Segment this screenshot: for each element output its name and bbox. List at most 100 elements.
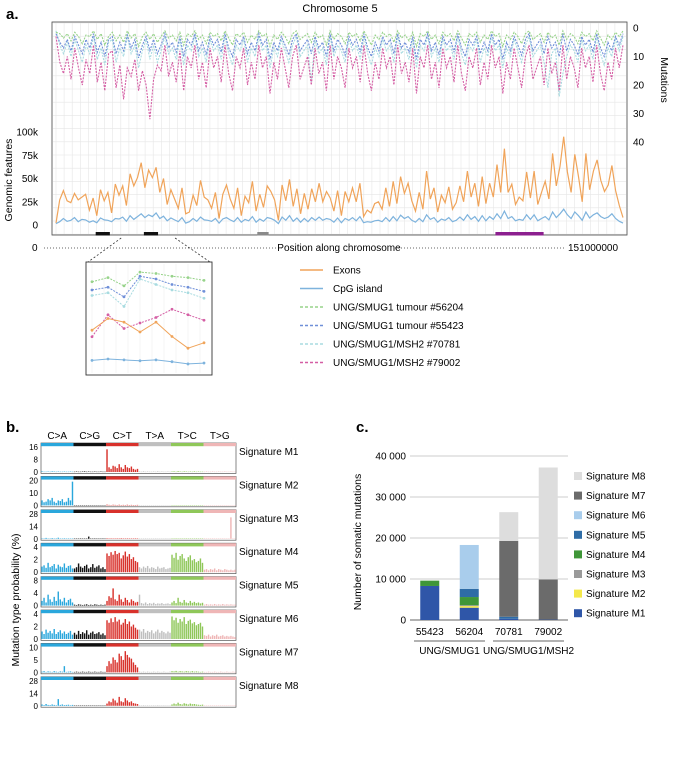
panel-b-type-strip	[171, 510, 204, 513]
panel-b-bar	[68, 705, 69, 706]
panel-a-chromosome-marker	[144, 232, 158, 236]
panel-b-bar	[186, 602, 187, 605]
panel-b-bar	[139, 567, 140, 572]
panel-c-legend-label: Signature M6	[586, 511, 646, 522]
panel-b-bar	[45, 704, 46, 706]
panel-a-zoom-point	[91, 335, 94, 338]
panel-b-type-strip	[41, 610, 74, 613]
panel-b-bar	[177, 703, 178, 706]
panel-b-bar	[106, 449, 107, 472]
panel-b-bar	[94, 672, 95, 673]
panel-b-bar	[224, 605, 225, 606]
panel-b-bar	[110, 469, 111, 472]
panel-b-bar	[131, 627, 132, 640]
panel-b-bar	[169, 604, 170, 606]
panel-b-bar	[108, 467, 109, 472]
panel-b-row-frame	[41, 677, 236, 707]
panel-b-bar	[206, 672, 207, 673]
panel-b-bar	[173, 558, 174, 572]
panel-b-bar	[151, 567, 152, 572]
panel-b-bar	[110, 664, 111, 673]
panel-b-bar	[165, 633, 166, 639]
panel-b-tick-label: 14	[29, 522, 38, 531]
panel-b-bar	[192, 623, 193, 639]
panel-b-signature-name: Signature M5	[239, 581, 299, 592]
panel-c-legend-label: Signature M3	[586, 570, 646, 581]
panel-b-bar	[104, 605, 105, 606]
panel-a-zoom-point	[91, 359, 94, 362]
panel-b-tick-label: 16	[29, 443, 38, 452]
panel-a-right-tick-label: 0	[633, 24, 639, 35]
panel-b-bar	[208, 605, 209, 606]
panel-b-bar	[86, 604, 87, 605]
panel-b-bar	[139, 630, 140, 639]
panel-b-bar	[51, 566, 52, 572]
panel-a-legend-label: UNG/SMUG1/MSH2 #79002	[333, 358, 461, 369]
panel-b-bar	[147, 566, 148, 572]
panel-b-bar	[45, 672, 46, 673]
panel-b-bar	[49, 567, 50, 572]
panel-b-bar	[112, 555, 113, 573]
panel-b-bar	[98, 605, 99, 606]
panel-b-bar	[84, 566, 85, 572]
panel-b-bar	[82, 568, 83, 572]
panel-b-bar	[125, 465, 126, 472]
panel-b-bar	[82, 632, 83, 639]
panel-c-legend-swatch	[574, 550, 582, 558]
panel-b-bar	[167, 568, 168, 572]
panel-b-bar	[214, 636, 215, 639]
panel-c-legend-label: Signature M2	[586, 589, 646, 600]
panel-b-bar	[139, 672, 140, 673]
panel-c-legend-label: Signature M4	[586, 550, 646, 561]
panel-b-bar	[147, 631, 148, 639]
panel-b-bar	[155, 672, 156, 673]
panel-b-bar	[45, 538, 46, 539]
panel-b-bar	[41, 567, 42, 573]
panel-b-bar	[127, 655, 128, 673]
panel-b-bar	[58, 565, 59, 573]
panel-b-bar	[102, 567, 103, 572]
panel-b-type-strip	[139, 476, 172, 479]
panel-b-mutation-type-label: T>C	[178, 431, 197, 442]
panel-b-bar	[131, 599, 132, 605]
panel-b-bar	[157, 603, 158, 605]
panel-c-group-label: UNG/SMUG1/MSH2	[483, 646, 575, 657]
panel-c-y-axis-label: Number of somatic mutations	[352, 474, 364, 611]
panel-a-zoom-point	[123, 359, 126, 362]
panel-b-bar	[47, 705, 48, 706]
panel-b-type-strip	[204, 510, 237, 513]
panel-b-bar	[220, 605, 221, 606]
panel-b-bar	[149, 568, 150, 572]
panel-b-bar	[74, 605, 75, 606]
panel-b-bar	[192, 704, 193, 706]
panel-b-bar	[173, 620, 174, 639]
panel-b-bar	[214, 604, 215, 606]
panel-b-bar	[218, 604, 219, 605]
panel-b-bar	[226, 570, 227, 573]
panel-b-bar	[68, 566, 69, 572]
panel-b-bar	[190, 672, 191, 673]
panel-a-right-tick-label: 20	[633, 81, 645, 92]
panel-b-bar	[131, 659, 132, 673]
panel-a-zoom-point	[107, 358, 110, 361]
panel-b-bar	[159, 568, 160, 572]
panel-b-bar	[169, 672, 170, 673]
panel-b-bar	[208, 635, 209, 639]
panel-b-bar	[200, 603, 201, 605]
panel-b-bar	[104, 635, 105, 639]
panel-b-bar	[51, 538, 52, 539]
panel-b-bar	[212, 672, 213, 673]
panel-b-bar	[92, 605, 93, 606]
panel-b-bar	[135, 561, 136, 572]
panel-b-bar	[58, 699, 59, 706]
panel-b-bar	[143, 604, 144, 606]
panel-b-bar	[84, 605, 85, 606]
panel-b-type-strip	[171, 577, 204, 580]
panel-c-category-label: 55423	[416, 627, 444, 638]
panel-b-bar	[129, 657, 130, 672]
panel-b-bar	[74, 672, 75, 673]
panel-b-bar	[206, 636, 207, 639]
